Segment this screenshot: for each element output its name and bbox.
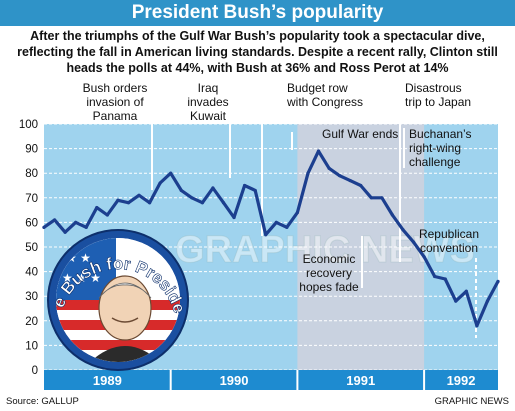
series (42, 149, 500, 328)
y-tick-label: 0 (32, 365, 38, 377)
y-tick-label: 10 (25, 340, 38, 352)
data-point (253, 188, 257, 193)
y-axis: 0 10 20 30 40 50 60 70 80 90 100 (19, 119, 38, 377)
data-point (211, 186, 215, 190)
data-point (52, 218, 57, 222)
data-point (190, 196, 194, 200)
annotation-japan: Disastrous (405, 81, 462, 95)
data-point (316, 149, 321, 153)
annotation-republican: Republican (419, 227, 479, 241)
y-tick-label: 90 (25, 144, 38, 156)
y-tick-label: 40 (25, 267, 38, 279)
footer-source: Source: GALLUP (6, 396, 79, 407)
data-point (327, 166, 331, 170)
data-point (116, 198, 120, 202)
watermark-text: GRAPHIC NEWS (175, 229, 475, 271)
data-point (221, 201, 226, 205)
annotation-economic: hopes fade (299, 280, 359, 294)
data-point (433, 274, 437, 279)
data-point (359, 183, 363, 188)
data-point (126, 201, 131, 205)
data-point (285, 225, 289, 229)
y-tick-label: 20 (25, 316, 38, 328)
data-point (380, 196, 384, 200)
page-title: President Bush’s popularity (131, 2, 384, 23)
data-point (42, 225, 46, 229)
data-point (95, 206, 99, 210)
data-point (147, 201, 152, 205)
data-point (158, 181, 162, 185)
annotation-buchanan: Buchanan’s (409, 127, 472, 141)
data-point (200, 201, 204, 205)
data-point (63, 230, 67, 234)
chart-subtitle: After the triumphs of the Gulf War Bush’… (17, 29, 498, 75)
data-point (422, 255, 426, 259)
data-point (464, 289, 468, 293)
data-point (496, 279, 500, 284)
data-point (475, 324, 479, 328)
y-tick-label: 100 (19, 119, 38, 131)
annotation-kuwait: Iraq (198, 81, 219, 95)
y-tick-label: 30 (25, 291, 38, 303)
data-point (401, 228, 405, 232)
annotation-republican: convention (420, 241, 478, 255)
data-point (295, 210, 299, 215)
data-point (105, 213, 109, 217)
title-bar (0, 0, 515, 26)
watermark: GRAPHIC NEWS (175, 229, 476, 272)
annotation-economic: Economic (303, 252, 356, 266)
y-tick-label: 60 (25, 217, 38, 229)
data-point (232, 215, 236, 220)
annotation-japan: trip to Japan (405, 95, 471, 109)
annotation-kuwait: invades (187, 95, 228, 109)
data-point (411, 240, 416, 244)
data-point (243, 183, 247, 188)
annotation-congress: with Congress (286, 95, 363, 109)
data-point (454, 299, 458, 303)
y-tick-label: 50 (25, 242, 38, 254)
annotation-panama: invasion of (86, 95, 144, 109)
data-point (485, 299, 490, 303)
annotation-panama: Bush orders (83, 81, 148, 95)
annotation-panama: Panama (93, 109, 138, 123)
annotation-gulfwar: Gulf War ends (322, 127, 398, 141)
data-point (390, 213, 395, 217)
annotation-economic: recovery (306, 266, 352, 280)
annotation-buchanan: challenge (409, 155, 461, 169)
year-axis: 1989 1990 1991 1992 (44, 370, 498, 390)
data-point (338, 174, 342, 178)
year-label: 1990 (220, 373, 249, 388)
data-point (274, 220, 278, 224)
year-label: 1991 (346, 373, 375, 388)
data-point (306, 171, 310, 175)
data-point (137, 193, 141, 197)
y-tick-label: 70 (25, 193, 38, 205)
data-point (369, 196, 373, 200)
data-point (169, 171, 173, 175)
y-tick-label: 80 (25, 168, 38, 180)
data-point (74, 220, 78, 224)
data-point (264, 233, 268, 237)
annotation-congress: Budget row (287, 81, 348, 95)
approval-series-line (42, 149, 500, 328)
data-point (84, 225, 88, 229)
data-point (348, 178, 352, 183)
annotation-buchanan: right-wing (409, 141, 461, 155)
svg-text:★ ★ ★: ★ ★ ★ (62, 271, 101, 285)
annotation-kuwait: Kuwait (190, 109, 227, 123)
year-label: 1992 (447, 373, 476, 388)
footer-credit: GRAPHIC NEWS (434, 396, 509, 407)
data-point (443, 277, 447, 281)
year-label: 1989 (93, 373, 122, 388)
data-point (179, 188, 183, 193)
